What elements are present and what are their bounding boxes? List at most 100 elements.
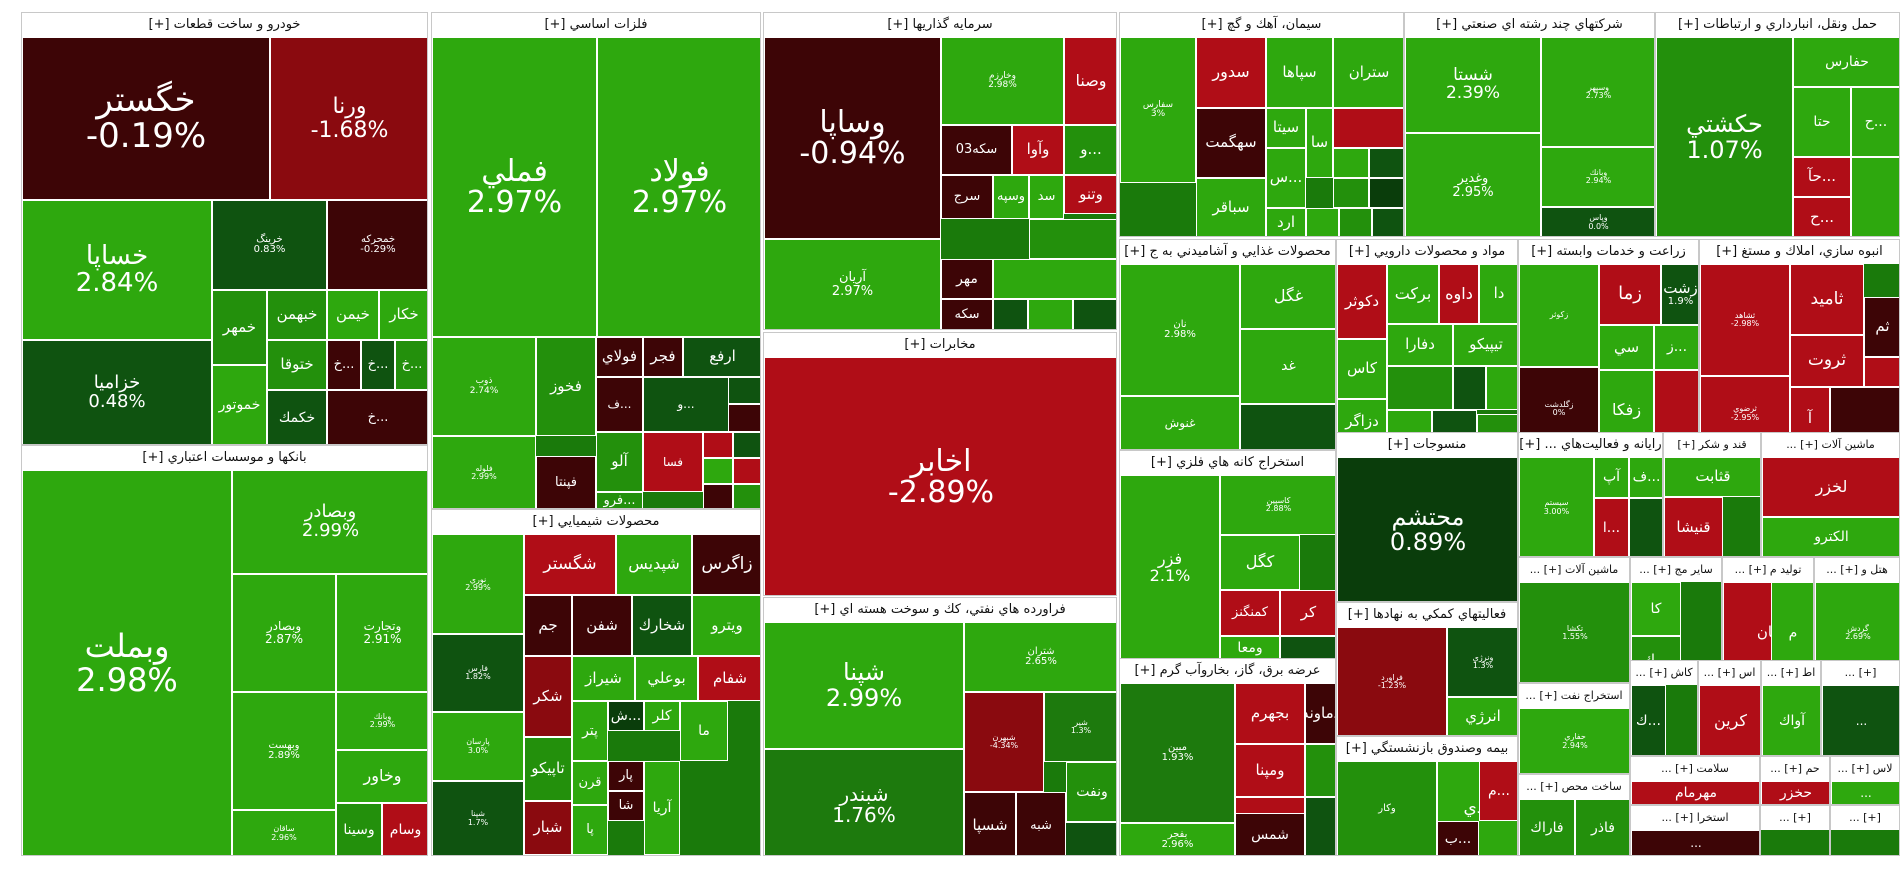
stock-tile[interactable]: خمهر <box>212 290 267 365</box>
stock-tile[interactable]: وسپهر 2.73% <box>1541 37 1654 147</box>
stock-tile[interactable]: حكشتي 1.07% <box>1656 37 1793 236</box>
mosaic-cell[interactable] <box>1333 148 1369 178</box>
stock-tile[interactable]: تكشا 1.55% <box>1519 582 1629 682</box>
stock-tile[interactable]: وبهست 2.89% <box>232 692 336 810</box>
stock-tile[interactable]: تاپيكو <box>524 737 572 801</box>
mosaic-cell[interactable] <box>723 377 760 404</box>
stock-tile[interactable]: ا... <box>1594 498 1629 556</box>
mosaic-cell[interactable] <box>1333 178 1369 208</box>
mosaic-cell[interactable] <box>1073 299 1116 329</box>
stock-tile[interactable]: سپاها <box>1266 37 1333 108</box>
stock-tile[interactable]: شستا 2.39% <box>1405 37 1541 133</box>
stock-tile[interactable]: خرينگ 0.83% <box>212 200 327 290</box>
sector-header[interactable]: شركتهاي چند رشته اي صنعتي [+] <box>1405 13 1654 37</box>
sector-header[interactable]: توليد م [+] ... <box>1723 558 1813 582</box>
sector-header[interactable]: استخراج كانه هاي فلزي [+] <box>1120 451 1335 475</box>
sector-header[interactable]: ماشين آلات [+] ... <box>1762 433 1899 457</box>
stock-tile[interactable]: وصنا <box>1064 37 1116 125</box>
stock-tile[interactable]: وتنو <box>1064 175 1116 214</box>
stock-tile[interactable]: حتا <box>1793 87 1851 157</box>
mosaic-cell[interactable] <box>1280 636 1335 659</box>
mosaic-cell[interactable] <box>733 458 760 484</box>
stock-tile[interactable]: ب... <box>1437 821 1479 855</box>
stock-tile[interactable]: ... <box>1631 830 1759 855</box>
sector-header[interactable]: حمل ونقل، انبارداري و ارتباطات [+] <box>1656 13 1899 37</box>
stock-tile[interactable]: ... <box>1822 685 1899 755</box>
stock-tile[interactable]: شپديس <box>616 534 692 595</box>
stock-tile[interactable]: ح... <box>1851 87 1899 157</box>
stock-tile[interactable]: خزامیا 0.48% <box>22 340 212 444</box>
stock-tile[interactable]: خبهمن <box>267 290 327 340</box>
mosaic-cell[interactable] <box>703 484 733 508</box>
stock-tile[interactable]: فراورد -1.23% <box>1337 627 1447 735</box>
stock-tile[interactable]: خ... <box>361 340 395 390</box>
stock-tile[interactable]: شخارك <box>632 595 692 656</box>
stock-tile[interactable]: ثم <box>1864 297 1899 357</box>
stock-tile[interactable]: و... <box>643 377 729 432</box>
sector-header[interactable]: [+] ... <box>1761 806 1829 830</box>
stock-tile[interactable]: آلو <box>596 432 643 492</box>
mosaic-cell[interactable] <box>1453 366 1486 410</box>
stock-tile[interactable]: غد <box>1240 329 1335 404</box>
stock-tile[interactable]: وسپه <box>993 175 1029 219</box>
stock-tile[interactable]: بجهرم <box>1235 683 1305 744</box>
stock-tile[interactable]: فجر <box>643 337 683 377</box>
stock-tile[interactable]: سفارس 3% <box>1120 37 1196 183</box>
sector-header[interactable]: فعاليتهاي كمكي به نهادها [+] <box>1337 603 1517 627</box>
stock-tile[interactable]: پارسان 3.0% <box>432 712 524 781</box>
stock-tile[interactable]: كاسپين 2.88% <box>1220 475 1335 535</box>
mosaic-cell[interactable] <box>1851 157 1899 236</box>
stock-tile[interactable]: كر <box>1280 590 1335 636</box>
sector-header[interactable]: زراعت و خدمات وابسته [+] <box>1519 240 1698 264</box>
stock-tile[interactable]: شگستر <box>524 534 616 595</box>
stock-tile[interactable]: خموتور <box>212 365 267 444</box>
stock-tile[interactable]: زشت 1.9% <box>1661 264 1698 325</box>
sector-header[interactable]: ساخت محص [+] ... <box>1519 775 1629 799</box>
stock-tile[interactable]: ختوقا <box>267 340 327 390</box>
mosaic-cell[interactable] <box>703 432 733 458</box>
stock-tile[interactable]: پا <box>572 805 608 855</box>
mosaic-cell[interactable] <box>1339 208 1372 236</box>
sector-header[interactable]: قند و شكر [+] <box>1664 433 1760 457</box>
stock-tile[interactable]: فاراك <box>1519 799 1575 855</box>
stock-tile[interactable]: م... <box>1479 761 1517 821</box>
stock-tile[interactable]: ش... <box>608 701 644 731</box>
stock-tile[interactable]: پتر <box>572 701 608 761</box>
stock-tile[interactable]: ك... <box>1631 685 1666 755</box>
stock-tile[interactable]: ف... <box>1629 457 1662 498</box>
stock-tile[interactable]: خ... <box>327 340 361 390</box>
stock-tile[interactable]: فولاد 2.97% <box>597 37 760 337</box>
sector-header[interactable]: عرضه برق، گاز، بخاروآب گرم [+] <box>1120 659 1335 683</box>
stock-tile[interactable]: قثابت <box>1664 457 1760 497</box>
sector-header[interactable]: خودرو و ساخت قطعات [+] <box>22 13 427 37</box>
stock-tile[interactable]: شا <box>608 791 644 821</box>
mosaic-cell[interactable] <box>1369 148 1403 178</box>
sector-header[interactable]: محصولات شيميايي [+] <box>432 510 760 534</box>
stock-tile[interactable]: ساقان 2.96% <box>232 810 336 855</box>
mosaic-cell[interactable] <box>1369 178 1403 208</box>
stock-tile[interactable]: زاگرس <box>692 534 760 595</box>
stock-tile[interactable]: شفن <box>572 595 632 656</box>
sector-header[interactable]: سيمان، آهك و گچ [+] <box>1120 13 1403 37</box>
stock-tile[interactable]: وبصادر 2.99% <box>232 470 427 574</box>
mosaic-cell[interactable] <box>1629 498 1662 556</box>
mosaic-cell[interactable] <box>993 259 1116 299</box>
stock-tile[interactable]: ونفت <box>1066 762 1116 822</box>
stock-tile[interactable]: ما <box>680 701 728 761</box>
mosaic-cell[interactable] <box>1306 208 1339 236</box>
sector-header[interactable]: فراورده هاي نفتي، كك و سوخت هسته اي [+] <box>764 598 1116 622</box>
sector-header[interactable]: بيمه وصندوق بازنشستگي [+] <box>1337 737 1517 761</box>
mosaic-cell[interactable] <box>1333 108 1403 148</box>
stock-tile[interactable]: آريان 2.97% <box>764 239 941 329</box>
stock-tile[interactable]: وبملت 2.98% <box>22 470 232 855</box>
stock-tile[interactable]: وخارزم 2.98% <box>941 37 1064 125</box>
stock-tile[interactable]: وساپا -0.94% <box>764 37 941 239</box>
stock-tile[interactable]: ح... <box>1793 197 1851 236</box>
mosaic-cell[interactable] <box>1029 219 1116 259</box>
stock-tile[interactable]: فلوله 2.99% <box>432 436 536 508</box>
stock-tile[interactable]: جم <box>524 595 572 656</box>
stock-tile[interactable]: حفارس <box>1793 37 1899 87</box>
stock-tile[interactable]: ذوب 2.74% <box>432 337 536 436</box>
stock-tile[interactable]: سا <box>1306 108 1333 178</box>
stock-tile[interactable]: شفام <box>698 656 760 701</box>
